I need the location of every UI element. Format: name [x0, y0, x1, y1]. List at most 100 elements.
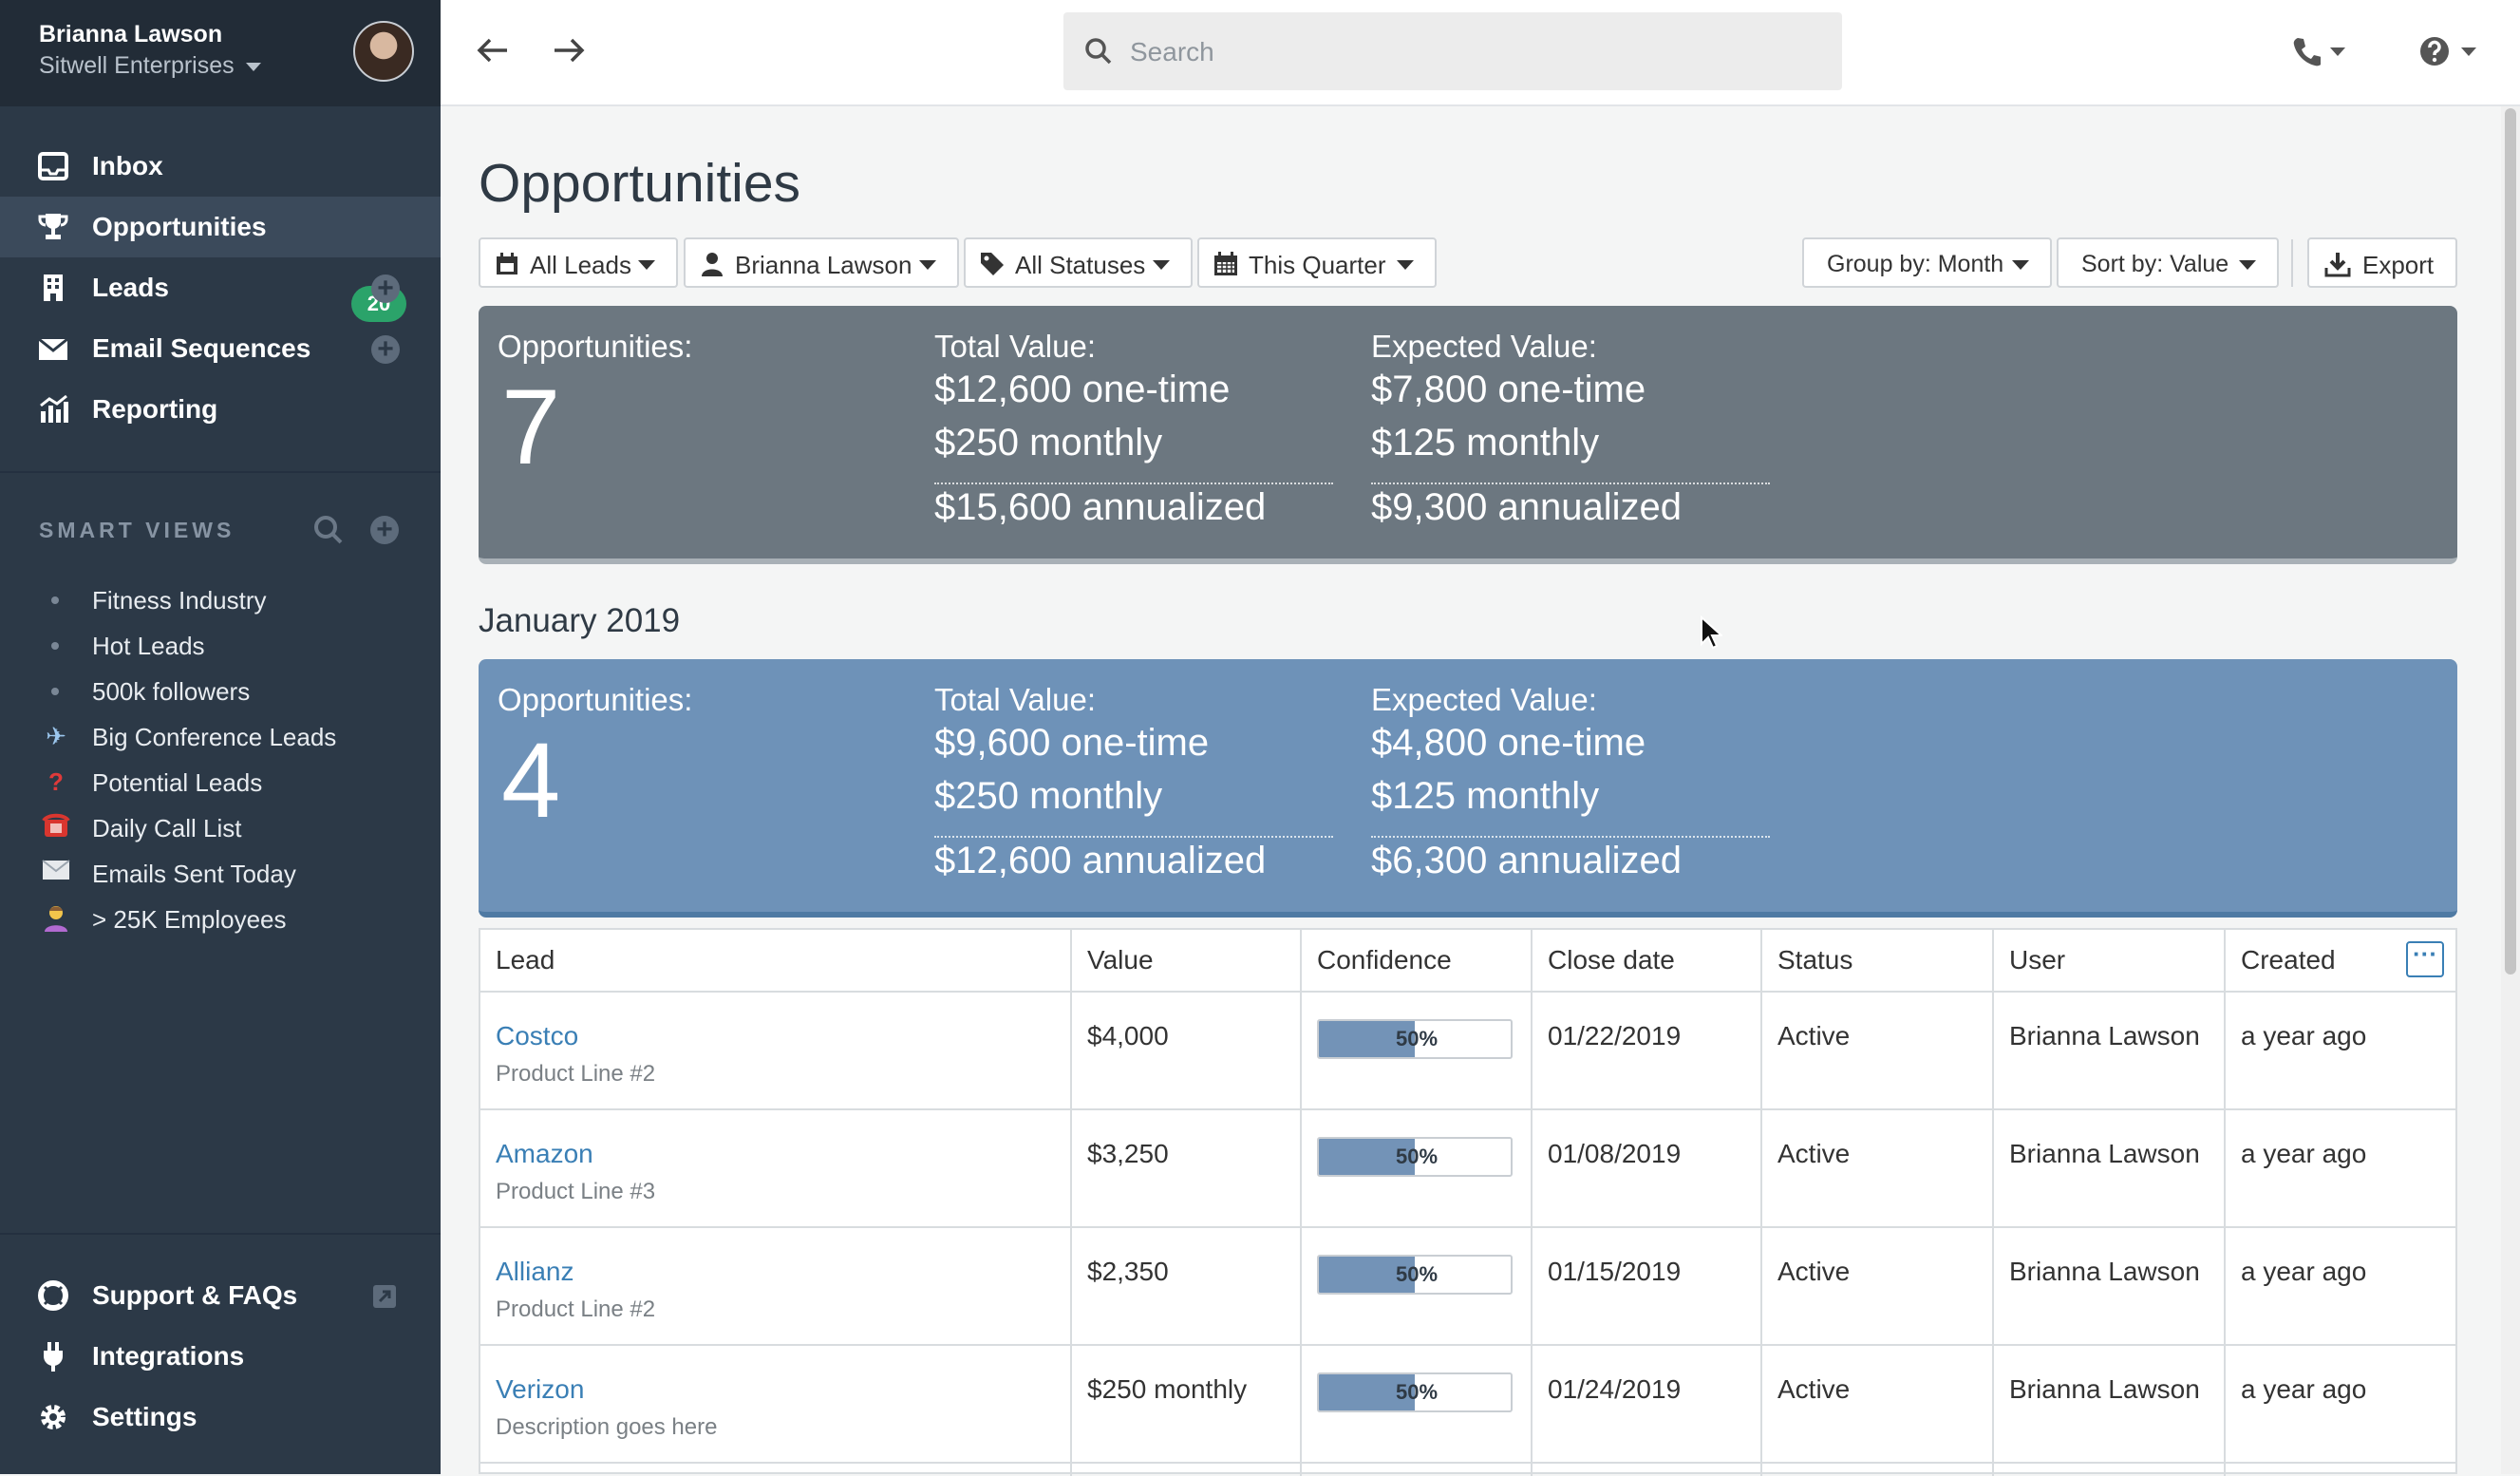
nav-item-email-sequences[interactable]: Email Sequences + — [0, 318, 441, 379]
column-options-button[interactable]: ··· — [2406, 941, 2444, 977]
phone-icon — [2293, 38, 2323, 66]
confidence-bar[interactable]: 50% — [1317, 1255, 1513, 1295]
caret-down-icon — [2239, 260, 2256, 270]
column-header[interactable]: Value — [1087, 945, 1154, 975]
main-content: Opportunities All Leads Brianna Lawson A… — [441, 106, 2501, 1476]
lead-description: Description goes here — [496, 1414, 718, 1440]
back-arrow-icon[interactable] — [477, 36, 509, 65]
column-header[interactable]: User — [2009, 945, 2066, 975]
account-name: Brianna Lawson — [39, 21, 223, 47]
confidence-bar[interactable]: 50% — [1317, 1372, 1513, 1412]
column-header[interactable]: Created — [2241, 945, 2336, 975]
caret-down-icon — [638, 260, 655, 270]
lead-description: Product Line #3 — [496, 1179, 656, 1204]
lead-link[interactable]: Allianz — [496, 1257, 574, 1286]
plug-icon — [44, 1342, 63, 1372]
user-cell: Brianna Lawson — [2009, 1139, 2200, 1168]
nav-item-settings[interactable]: Settings — [0, 1387, 441, 1448]
nav-label: Opportunities — [92, 212, 267, 241]
smart-view-label: > 25K Employees — [92, 905, 287, 934]
nav-item-inbox[interactable]: Inbox 20 — [0, 136, 441, 322]
search-input[interactable]: Search — [1063, 12, 1842, 90]
avatar[interactable] — [353, 21, 414, 82]
lead-link[interactable]: Costco — [496, 1021, 579, 1050]
scrollbar-thumb[interactable] — [2505, 108, 2516, 975]
total-monthly: $250 monthly — [934, 775, 1163, 817]
smart-view-item[interactable]: ✈ Big Conference Leads — [0, 715, 441, 759]
filter-user-dropdown[interactable]: Brianna Lawson — [684, 237, 959, 288]
inbox-icon — [38, 152, 68, 180]
export-button[interactable]: Export — [2307, 237, 2457, 288]
confidence-label: 50% — [1395, 1027, 1439, 1050]
created-cell: a year ago — [2241, 1021, 2367, 1050]
value-cell: $250 monthly — [1087, 1374, 1248, 1404]
opportunities-count: 4 — [501, 721, 561, 840]
created-cell: a year ago — [2241, 1257, 2367, 1286]
confidence-fill — [1319, 1139, 1415, 1175]
sort-by-dropdown[interactable]: Sort by: Value — [2057, 237, 2279, 288]
gear-icon — [41, 1405, 66, 1429]
external-link-icon — [373, 1285, 396, 1308]
add-smart-view-icon[interactable]: + — [370, 516, 399, 544]
confidence-bar[interactable]: 50% — [1317, 1137, 1513, 1177]
user-cell: Brianna Lawson — [2009, 1257, 2200, 1286]
nav-item-support[interactable]: Support & FAQs — [0, 1265, 441, 1326]
close-date-cell: 01/24/2019 — [1548, 1374, 1682, 1404]
page-title: Opportunities — [479, 153, 801, 214]
forward-arrow-icon[interactable] — [553, 36, 585, 65]
search-icon[interactable] — [311, 513, 346, 547]
smart-view-item[interactable]: 500k followers — [0, 670, 441, 713]
filter-leads-dropdown[interactable]: All Leads — [479, 237, 678, 288]
add-sequence-icon[interactable]: + — [371, 335, 400, 364]
nav-item-leads[interactable]: Leads + — [0, 257, 441, 318]
group-by-dropdown[interactable]: Group by: Month — [1802, 237, 2052, 288]
row-divider — [480, 991, 2455, 993]
close-date-cell: 01/15/2019 — [1548, 1257, 1682, 1286]
filter-status-dropdown[interactable]: All Statuses — [964, 237, 1193, 288]
expected-annualized: $6,300 annualized — [1371, 840, 1682, 881]
smart-view-label: Emails Sent Today — [92, 860, 296, 888]
account-org[interactable]: Sitwell Enterprises — [39, 52, 261, 80]
question-icon: ? — [48, 767, 64, 796]
filter-label: All Statuses — [1015, 251, 1146, 279]
smart-view-item[interactable]: Hot Leads — [0, 624, 441, 668]
smart-view-item[interactable]: Daily Call List — [0, 806, 441, 850]
column-header[interactable]: Lead — [496, 945, 555, 975]
column-header[interactable]: Confidence — [1317, 945, 1452, 975]
divider — [934, 483, 1333, 484]
confidence-label: 50% — [1395, 1145, 1439, 1168]
account-switcher[interactable]: Brianna Lawson Sitwell Enterprises — [0, 0, 441, 106]
smart-view-item[interactable]: Emails Sent Today — [0, 852, 441, 896]
nav-item-reporting[interactable]: Reporting — [0, 379, 441, 440]
caret-down-icon — [2461, 47, 2476, 56]
caret-down-icon — [245, 62, 261, 71]
mouse-cursor-icon — [1701, 615, 1722, 650]
divider — [1371, 483, 1770, 484]
lead-link[interactable]: Amazon — [496, 1139, 593, 1168]
column-divider — [1531, 930, 1533, 1476]
add-lead-icon[interactable]: + — [371, 274, 400, 303]
nav-item-opportunities[interactable]: Opportunities — [0, 197, 441, 257]
smart-view-item[interactable]: Fitness Industry — [0, 578, 441, 622]
confidence-bar[interactable]: 50% — [1317, 1019, 1513, 1059]
lifebuoy-icon — [38, 1280, 68, 1311]
column-header[interactable]: Status — [1777, 945, 1853, 975]
value-cell: $4,000 — [1087, 1021, 1169, 1050]
help-menu[interactable] — [2419, 36, 2480, 68]
created-cell: a year ago — [2241, 1139, 2367, 1168]
person-icon — [40, 903, 72, 934]
airplane-icon: ✈ — [46, 722, 66, 750]
scrollbar[interactable] — [2501, 106, 2520, 1474]
user-cell: Brianna Lawson — [2009, 1374, 2200, 1404]
lead-link[interactable]: Verizon — [496, 1374, 585, 1404]
phone-menu[interactable] — [2292, 36, 2347, 68]
smart-view-item[interactable]: ? Potential Leads — [0, 761, 441, 804]
filter-period-dropdown[interactable]: This Quarter — [1197, 237, 1437, 288]
smart-view-item[interactable]: > 25K Employees — [0, 898, 441, 941]
search-placeholder: Search — [1130, 37, 1214, 66]
group-month-heading: January 2019 — [479, 602, 681, 639]
nav-item-integrations[interactable]: Integrations — [0, 1326, 441, 1387]
column-header[interactable]: Close date — [1548, 945, 1675, 975]
status-cell: Active — [1777, 1257, 1851, 1286]
filter-label: This Quarter — [1249, 251, 1386, 279]
